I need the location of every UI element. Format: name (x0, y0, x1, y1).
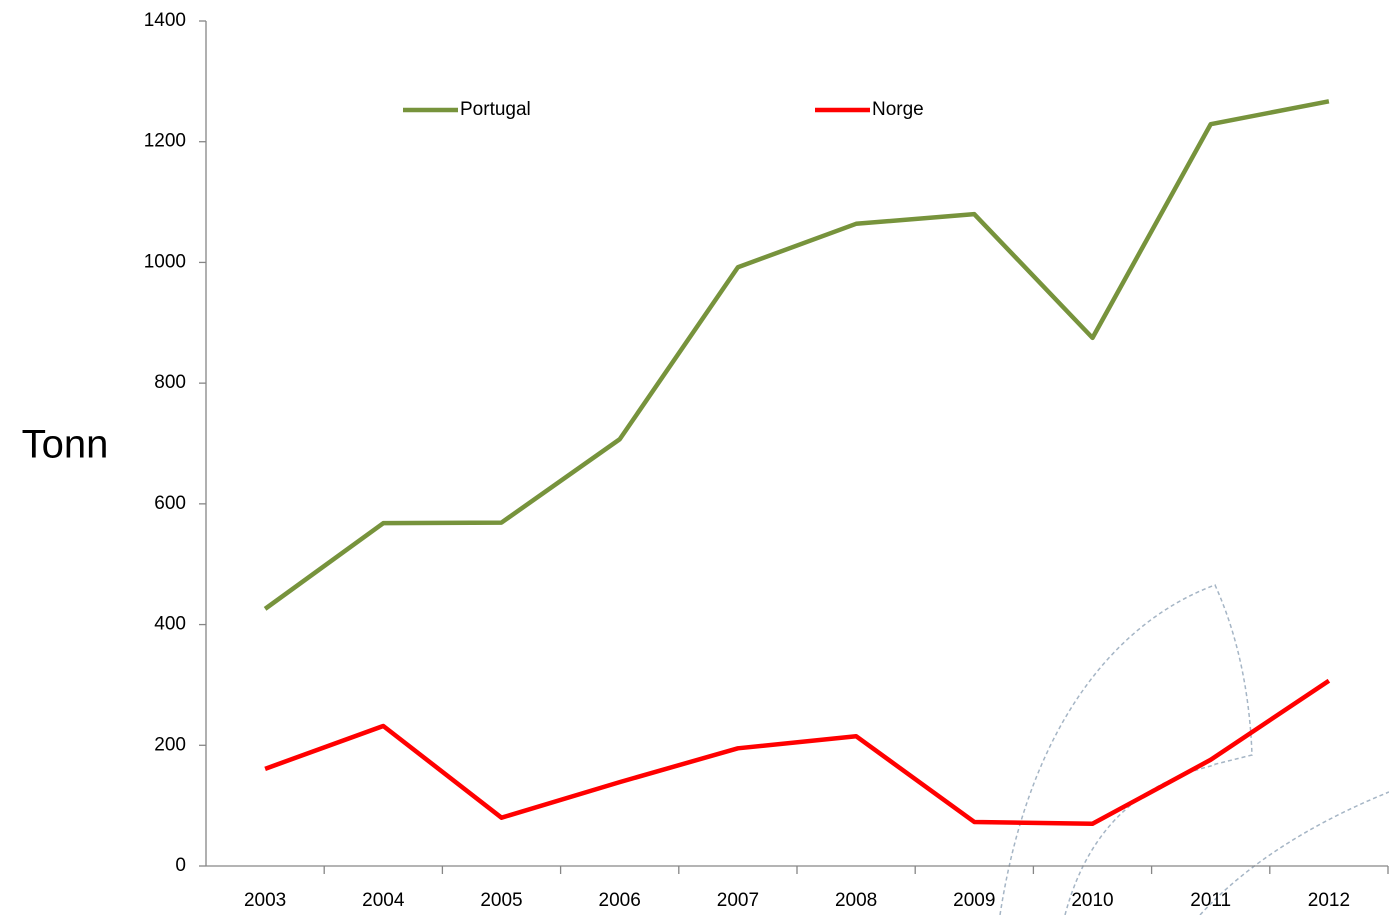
line-series (263, 99, 1330, 611)
y-tick-label: 600 (154, 493, 186, 514)
y-tick-label: 1400 (144, 10, 186, 31)
x-tick-label: 2006 (599, 890, 641, 911)
decor-curve (1199, 791, 1389, 915)
x-tick-label: 2004 (362, 890, 405, 911)
line-series (264, 678, 1331, 826)
y-tick-label: 800 (154, 372, 186, 393)
y-tick-label: 1200 (144, 131, 186, 152)
x-tick-label: 2003 (244, 890, 286, 911)
decor-curve (999, 584, 1253, 915)
legend-label: Portugal (460, 99, 531, 120)
y-tick-label: 1000 (144, 251, 186, 272)
x-tick-label: 2005 (480, 890, 522, 911)
x-tick-label: 2009 (953, 890, 995, 911)
x-tick-label: 2010 (1071, 890, 1113, 911)
x-tick-label: 2007 (717, 890, 759, 911)
x-tick-label: 2012 (1308, 890, 1350, 911)
legend-label: Norge (872, 99, 924, 120)
y-axis-label: Tonn (22, 423, 109, 467)
y-tick-label: 400 (154, 614, 186, 635)
x-tick-label: 2008 (835, 890, 877, 911)
y-tick-label: 200 (154, 734, 186, 755)
y-tick-label: 0 (175, 855, 186, 876)
x-tick-label: 2011 (1190, 890, 1231, 911)
